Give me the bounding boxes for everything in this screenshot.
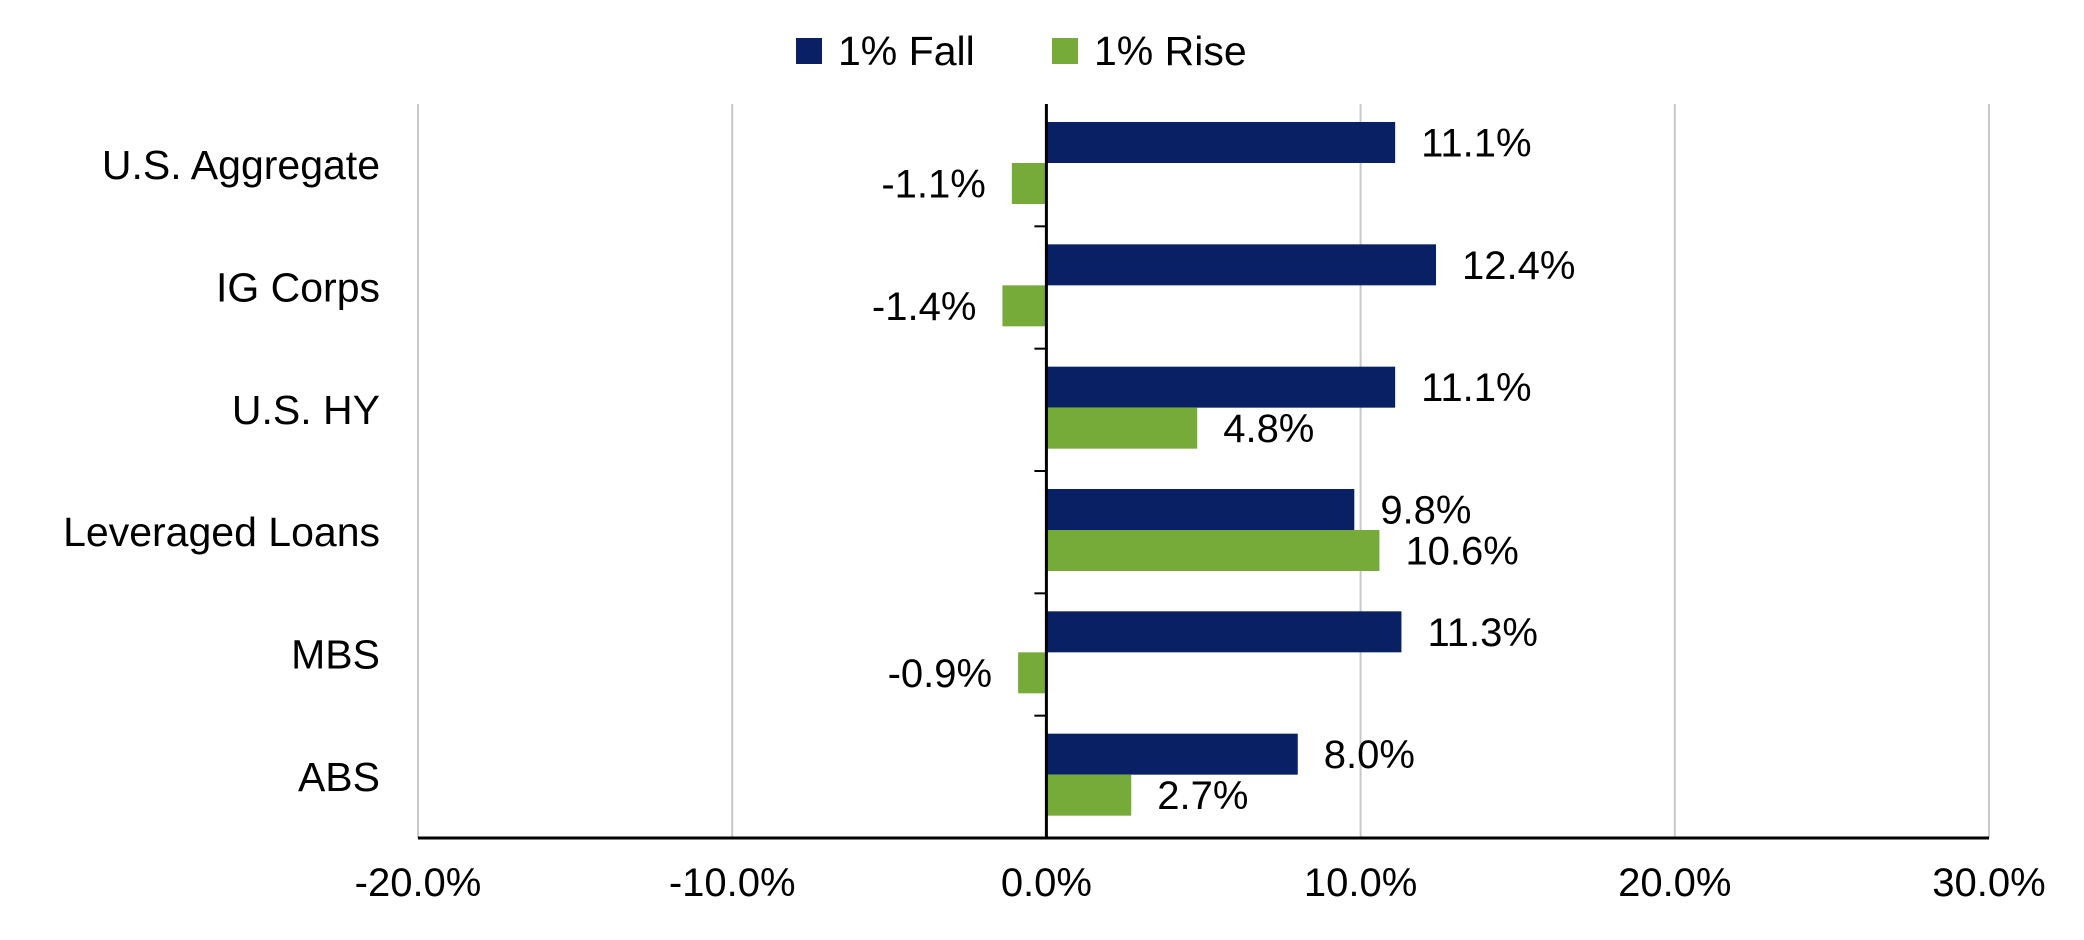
bars bbox=[1002, 122, 1437, 816]
data-label: -0.9% bbox=[888, 652, 993, 696]
category-label: U.S. Aggregate bbox=[102, 142, 380, 188]
data-labels: 11.1% -1.1% 12.4% -1.4% 11.1% 4.8% 9.8%10.6% 11… bbox=[872, 122, 1576, 819]
x-tick-label: 10.0% bbox=[1304, 861, 1417, 905]
data-label: -1.4% bbox=[872, 285, 977, 329]
data-label: 8.0% bbox=[1324, 733, 1415, 777]
category-labels: U.S. Aggregate IG Corps U.S. HY Leveraged L… bbox=[63, 142, 380, 800]
bar bbox=[1046, 244, 1437, 286]
data-label: 11.1% bbox=[1421, 366, 1531, 410]
category-label: U.S. HY bbox=[232, 387, 380, 433]
gridlines bbox=[417, 104, 1990, 838]
x-tick-label: 20.0% bbox=[1618, 861, 1731, 905]
bar bbox=[1011, 163, 1047, 204]
legend-label: 1% Fall bbox=[838, 28, 975, 74]
data-label: 9.8% bbox=[1380, 489, 1471, 533]
data-label: -1.1% bbox=[881, 163, 986, 207]
bar bbox=[1046, 530, 1380, 571]
bar bbox=[1046, 733, 1298, 775]
x-tick-label: 0.0% bbox=[1001, 861, 1092, 905]
legend: 1% Fall 1% Rise bbox=[796, 28, 1247, 74]
x-tick-label: -20.0% bbox=[355, 861, 482, 905]
bar bbox=[1018, 652, 1047, 694]
bar bbox=[1046, 489, 1355, 530]
legend-swatch bbox=[1052, 38, 1078, 64]
bar bbox=[1046, 122, 1396, 163]
bar bbox=[1046, 407, 1198, 449]
category-label: ABS bbox=[298, 754, 380, 800]
category-label: MBS bbox=[291, 632, 380, 678]
bar bbox=[1046, 366, 1396, 408]
data-label: 4.8% bbox=[1223, 407, 1314, 451]
legend-label: 1% Rise bbox=[1094, 28, 1247, 74]
data-label: 10.6% bbox=[1405, 530, 1518, 574]
data-label: 11.3% bbox=[1427, 611, 1537, 655]
data-label: 11.1% bbox=[1421, 122, 1531, 166]
x-tick-label: 30.0% bbox=[1932, 861, 2045, 905]
x-tick-label: -10.0% bbox=[669, 861, 796, 905]
bar bbox=[1046, 611, 1402, 653]
bar bbox=[1002, 285, 1047, 327]
category-label: IG Corps bbox=[216, 265, 380, 311]
x-tick-labels: -20.0% -10.0% 0.0% 10.0% 20.0% 30.0% bbox=[355, 861, 2046, 905]
axes bbox=[418, 104, 1989, 840]
data-label: 12.4% bbox=[1462, 244, 1575, 288]
legend-swatch bbox=[796, 38, 822, 64]
category-label: Leveraged Loans bbox=[63, 509, 380, 555]
data-label: 2.7% bbox=[1157, 774, 1248, 818]
bar bbox=[1046, 774, 1132, 816]
